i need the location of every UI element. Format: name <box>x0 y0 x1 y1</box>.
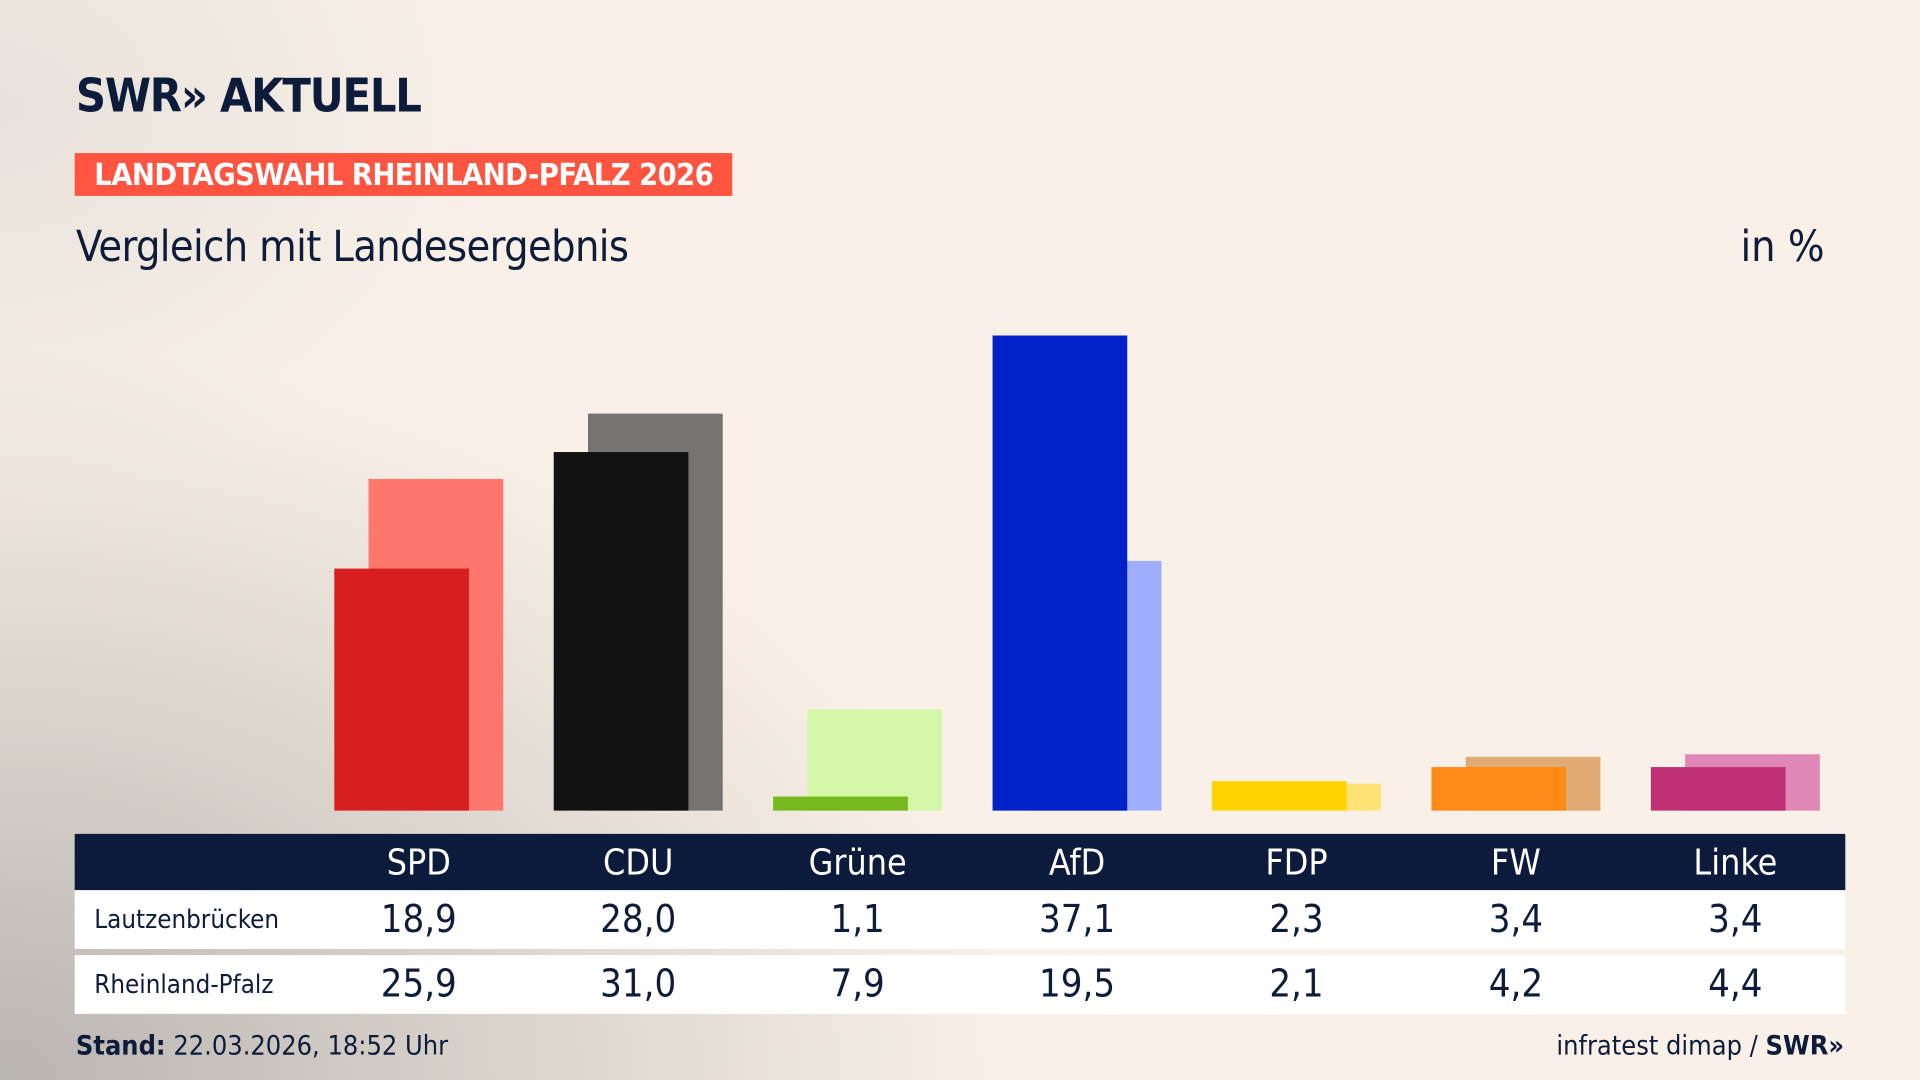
chart-title: Vergleich mit Landesergebnis <box>75 222 629 272</box>
stand-label: Stand: <box>75 1031 166 1062</box>
bar-grüne-local <box>773 796 908 811</box>
value-cell: 18,9 <box>380 897 457 942</box>
value-cell: 37,1 <box>1039 897 1116 942</box>
bar-grüne-state <box>807 709 943 811</box>
swr-aktuell-logo: SWR» AKTUELL <box>75 68 422 123</box>
swr-logo: SWR» <box>1765 1031 1845 1062</box>
value-cell: 2,3 <box>1269 897 1324 942</box>
bar-cdu-local <box>553 452 689 811</box>
election-badge: LANDTAGSWAHL RHEINLAND-PFALZ 2026 <box>74 153 733 196</box>
bar-spd-local <box>334 568 469 811</box>
value-cell: 28,0 <box>600 897 677 942</box>
bar-fw-local <box>1431 767 1567 811</box>
value-cell: 4,4 <box>1708 962 1763 1007</box>
bar-afd-local <box>992 335 1128 811</box>
party-header: FDP <box>1265 841 1328 883</box>
value-cell: 3,4 <box>1488 897 1544 942</box>
value-cell: 31,0 <box>600 962 677 1007</box>
value-cell: 25,9 <box>380 962 457 1007</box>
value-cell: 19,5 <box>1039 962 1116 1007</box>
value-cell: 2,1 <box>1269 962 1324 1007</box>
bar-linke-local <box>1650 767 1786 811</box>
source-text: infratest dimap / <box>1556 1031 1758 1062</box>
party-header: Grüne <box>808 841 907 883</box>
value-cell: 3,4 <box>1708 897 1763 942</box>
stand-value: 22.03.2026, 18:52 Uhr <box>173 1031 449 1062</box>
table-row: 25,9 31,0 7,9 19,5 2,1 4,2 4,4 Rheinland-Pfalz <box>74 955 1846 1014</box>
results-table: SPD CDU Grüne AfD FDP FW Linke 18,9 28,0 1,1 37,1… <box>74 833 1846 1014</box>
value-cell: 1,1 <box>830 897 885 942</box>
party-header: CDU <box>603 841 674 883</box>
row-label: Lautzenbrücken <box>94 904 280 935</box>
bar-chart <box>334 335 1820 811</box>
unit-label: in % <box>1740 222 1825 272</box>
party-header: AfD <box>1048 841 1106 883</box>
row-label: Rheinland-Pfalz <box>94 969 274 1000</box>
party-header: SPD <box>386 841 451 883</box>
table-header: SPD CDU Grüne AfD FDP FW Linke <box>74 833 1846 891</box>
source: infratest dimap / SWR» <box>1556 1031 1844 1062</box>
party-header: Linke <box>1693 841 1778 883</box>
timestamp: Stand: 22.03.2026, 18:52 Uhr <box>76 1031 448 1062</box>
bar-fdp-local <box>1212 781 1347 811</box>
value-cell: 7,9 <box>830 962 885 1007</box>
table-row: 18,9 28,0 1,1 37,1 2,3 3,4 3,4 Lautzenbrücken <box>74 890 1846 949</box>
value-cell: 4,2 <box>1488 962 1544 1007</box>
party-header: FW <box>1490 841 1541 883</box>
